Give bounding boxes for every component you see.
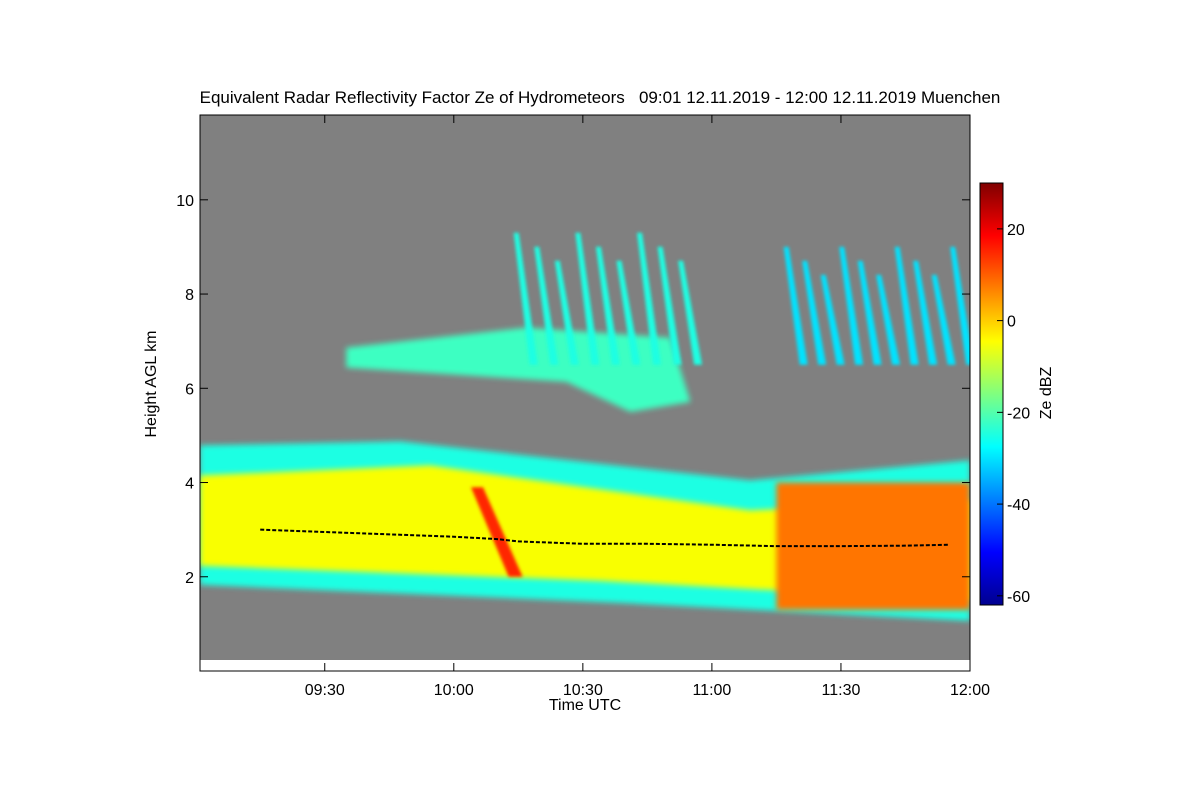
x-tick-label: 10:30	[563, 682, 603, 699]
y-tick-label: 2	[185, 570, 194, 587]
colorbar-tick-label: -20	[1007, 405, 1030, 422]
colorbar-tick-label: -40	[1007, 497, 1030, 514]
x-tick-label: 11:30	[822, 682, 861, 699]
y-tick-label: 4	[185, 476, 194, 493]
x-tick-label: 09:30	[305, 682, 345, 699]
colorbar	[979, 182, 1004, 606]
feature-upper-cloud-layer	[346, 327, 691, 412]
y-tick-label: 8	[185, 287, 194, 304]
x-tick-label: 12:00	[950, 682, 990, 699]
y-tick-label: 10	[176, 193, 194, 210]
colorbar-tick-label: 0	[1007, 314, 1016, 331]
x-tick-label: 10:00	[434, 682, 474, 699]
x-axis-label: Time UTC	[548, 697, 622, 714]
colorbar-tick-label: 20	[1007, 222, 1025, 239]
chart-title: Equivalent Radar Reflectivity Factor Ze …	[199, 88, 1001, 107]
plot-frame	[199, 114, 971, 672]
melting-layer-line	[260, 528, 949, 548]
feature-fall-streaks	[513, 232, 703, 365]
x-tick-label: 11:00	[692, 682, 731, 699]
colorbar-tick-label: -60	[1007, 589, 1030, 606]
feature-upper-fall-streaks	[783, 246, 970, 365]
y-tick-label: 6	[185, 381, 194, 398]
bottom-blank-strip	[200, 660, 970, 671]
feature-intense-streak	[471, 487, 523, 577]
